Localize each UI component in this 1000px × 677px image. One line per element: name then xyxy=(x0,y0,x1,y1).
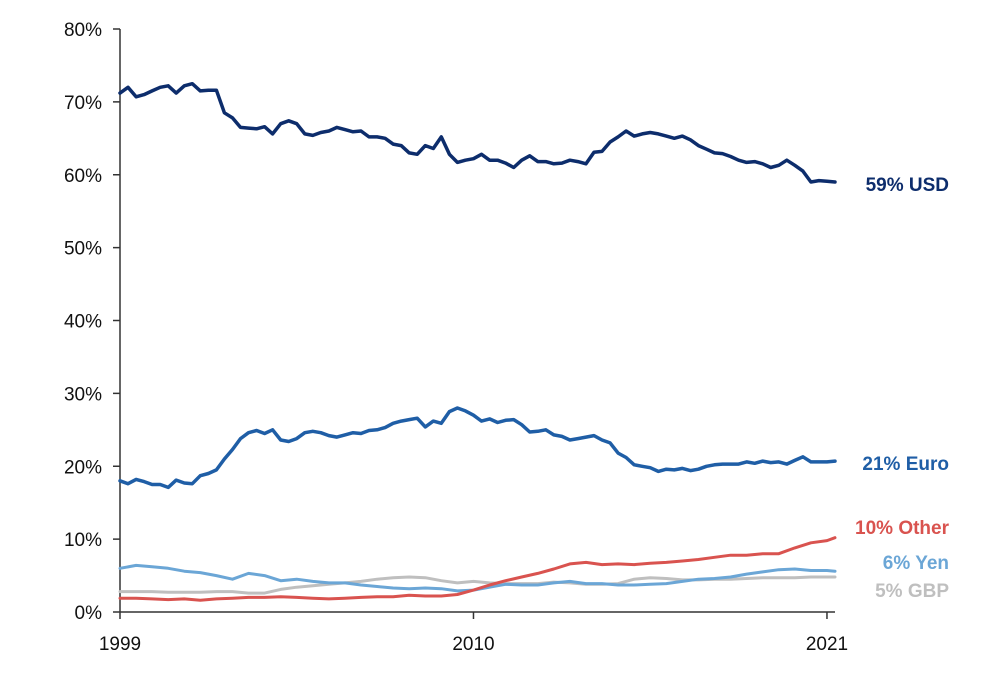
series-line-usd xyxy=(118,81,837,184)
y-tick-label: 80% xyxy=(64,20,102,41)
series-line-yen xyxy=(118,563,837,593)
series-label-yen: 6% Yen xyxy=(883,553,949,574)
tick-labels: 0% 10% 20% 30% 40% 50% 60% 70% 80% 1999 2010 2021 xyxy=(64,20,848,655)
x-tick-label: 2021 xyxy=(806,634,848,655)
series-label-gbp: 5% GBP xyxy=(875,581,949,602)
axes xyxy=(113,28,835,619)
series-label-usd: 59% USD xyxy=(866,175,949,196)
x-tick-label: 2010 xyxy=(452,634,494,655)
y-tick-label: 70% xyxy=(64,93,102,114)
y-tick-label: 40% xyxy=(64,312,102,333)
y-tick-label: 10% xyxy=(64,530,102,551)
y-tick-label: 0% xyxy=(75,603,103,624)
y-tick-label: 60% xyxy=(64,166,102,187)
y-tick-label: 30% xyxy=(64,384,102,405)
series-labels: 59% USD 21% Euro 10% Other 6% Yen 5% GBP xyxy=(855,175,950,602)
series-line-other xyxy=(118,536,837,602)
series-label-other: 10% Other xyxy=(855,518,950,539)
x-tick-label: 1999 xyxy=(99,634,141,655)
series-lines xyxy=(118,81,837,602)
series-line-euro xyxy=(118,406,837,490)
y-tick-label: 20% xyxy=(64,457,102,478)
y-tick-label: 50% xyxy=(64,239,102,260)
series-label-euro: 21% Euro xyxy=(862,454,949,475)
